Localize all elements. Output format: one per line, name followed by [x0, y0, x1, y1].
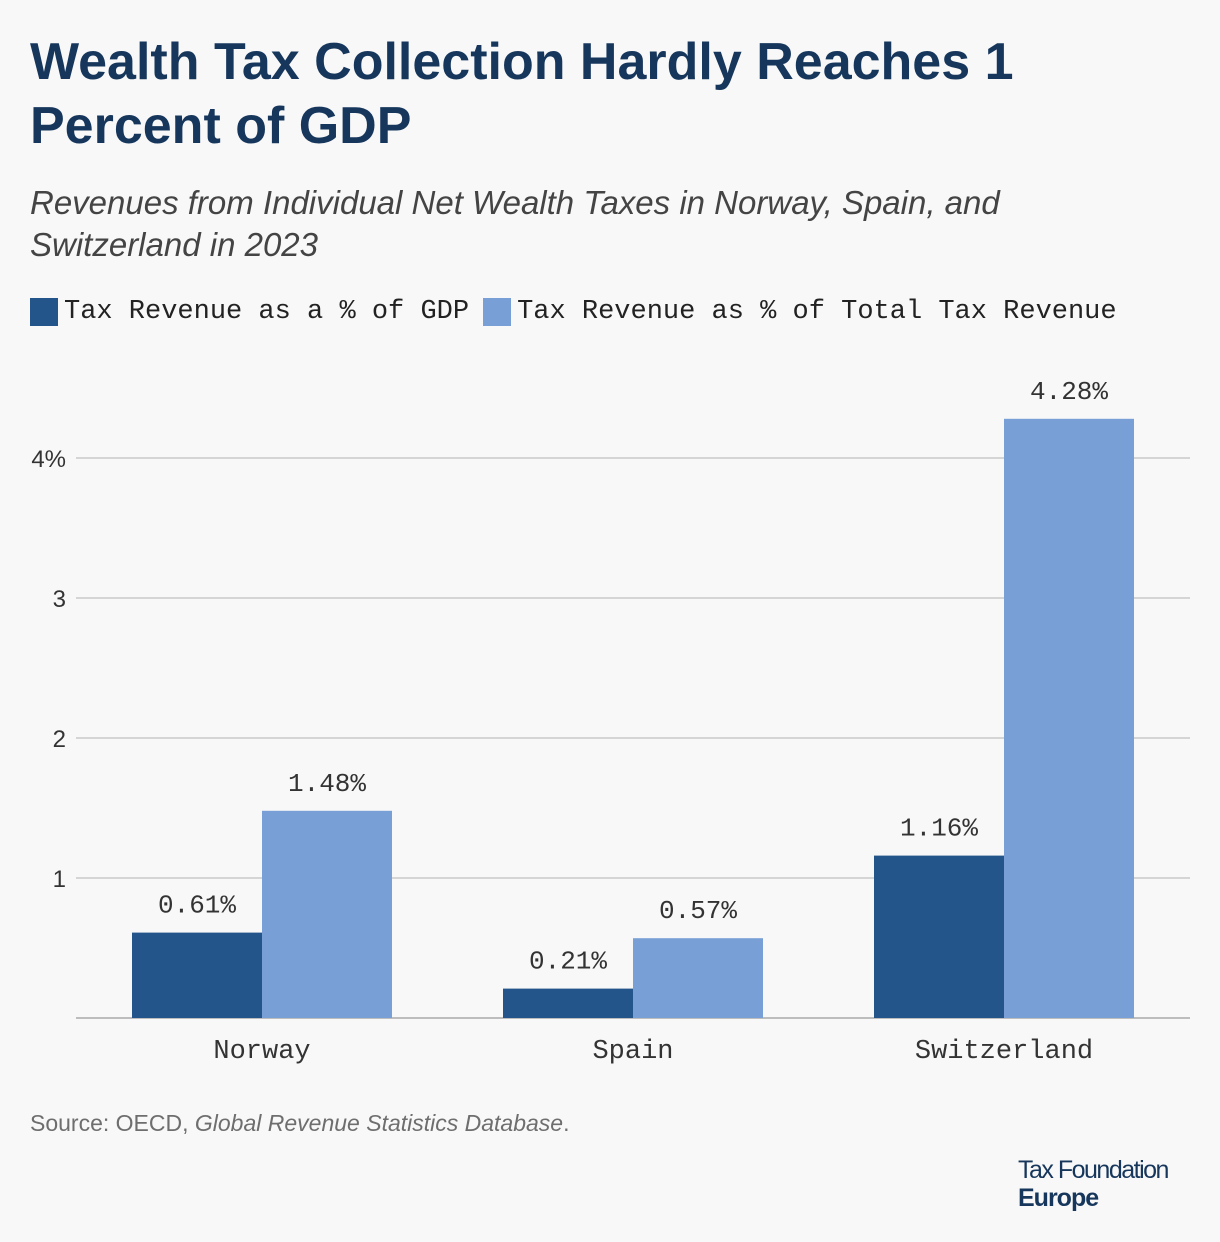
logo-line-1: Tax Foundation — [1018, 1156, 1169, 1184]
y-tick-label: 4% — [31, 446, 66, 473]
bar-norway-series-1 — [132, 932, 262, 1018]
bar-spain-series-1 — [503, 988, 633, 1018]
y-tick-label: 3 — [53, 586, 66, 613]
legend-label-gdp: Tax Revenue as a % of GDP — [64, 297, 470, 327]
x-tick-label-norway: Norway — [213, 1037, 310, 1067]
data-label-spain-series-1: 0.21% — [529, 947, 607, 977]
data-label-switzerland-series-2: 4.28% — [1030, 377, 1108, 407]
logo-line-2: Europe — [1018, 1184, 1099, 1212]
legend-swatch-gdp — [30, 298, 58, 326]
source-suffix: . — [563, 1110, 570, 1136]
label-layer: 1 2 3 4% 0.61% 1.48% Norway 0.21% 0.57% Spain 1.16… — [31, 377, 1108, 1067]
bar-norway-series-2 — [262, 810, 392, 1018]
legend-swatch-total — [483, 298, 512, 326]
legend-label-total: Tax Revenue as % of Total Tax Revenue — [517, 297, 1117, 327]
legend: Tax Revenue as a % of GDP Tax Revenue as… — [30, 296, 1131, 328]
tax-foundation-europe-logo: Tax Foundation Europe — [1018, 1156, 1198, 1212]
y-tick-label: 2 — [53, 726, 66, 753]
legend-item-gdp: Tax Revenue as a % of GDP — [30, 297, 469, 327]
source-database-name: Global Revenue Statistics Database — [194, 1110, 564, 1136]
bar-spain-series-2 — [633, 938, 763, 1018]
data-label-norway-series-1: 0.61% — [158, 891, 236, 921]
data-label-spain-series-2: 0.57% — [659, 896, 737, 926]
x-tick-label-switzerland: Switzerland — [915, 1037, 1093, 1067]
bar-switzerland-series-1 — [874, 855, 1004, 1018]
bar-switzerland-series-2 — [1004, 418, 1134, 1018]
bar-chart: 1 2 3 4% 0.61% 1.48% Norway 0.21% 0.57% Spain 1.16… — [31, 377, 1190, 1067]
data-label-norway-series-2: 1.48% — [288, 769, 366, 799]
source-note: Source: OECD, Global Revenue Statistics … — [30, 1110, 569, 1137]
y-tick-label: 1 — [53, 866, 66, 893]
bar-layer — [132, 418, 1134, 1018]
chart-title: Wealth Tax Collection Hardly Reaches 1 P… — [30, 33, 1014, 155]
source-prefix: Source: OECD, — [30, 1110, 195, 1136]
legend-item-total: Tax Revenue as % of Total Tax Revenue — [483, 297, 1117, 327]
x-tick-label-spain: Spain — [592, 1037, 673, 1067]
data-label-switzerland-series-1: 1.16% — [900, 814, 978, 844]
chart-subtitle: Revenues from Individual Net Wealth Taxe… — [30, 184, 1000, 263]
